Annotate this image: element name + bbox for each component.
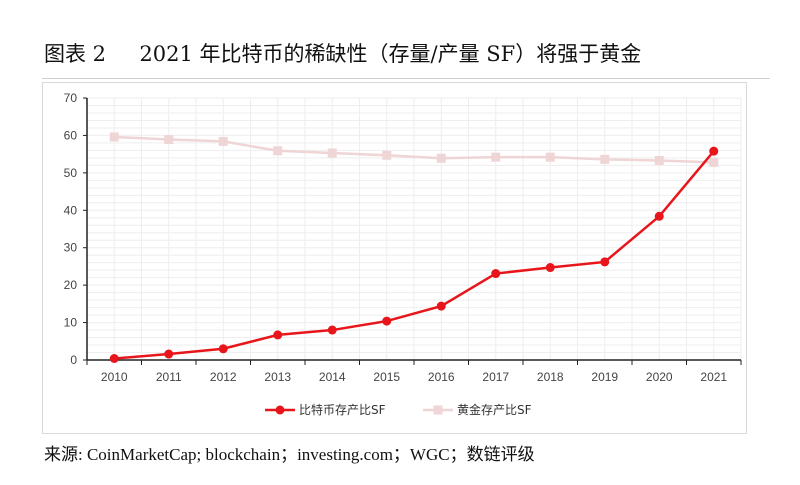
data-point <box>164 349 174 359</box>
series-line-1 <box>114 135 714 164</box>
data-point <box>109 132 119 142</box>
data-point <box>436 153 446 163</box>
data-point <box>545 263 555 273</box>
y-tick-label: 50 <box>64 166 78 180</box>
y-tick-label: 0 <box>70 353 77 367</box>
x-tick-label: 2019 <box>591 370 618 384</box>
legend-label: 比特币存产比SF <box>299 402 386 417</box>
x-tick-label: 2013 <box>264 370 291 384</box>
line-chart: 0 10 20 30 40 50 60 70 2010 2011 2012 2013 2014 2015 2… <box>64 91 742 417</box>
legend-label: 黄金存产比SF <box>457 402 532 417</box>
x-tick-label: 2021 <box>700 370 727 384</box>
y-tick-label: 20 <box>64 278 78 292</box>
x-tick-label: 2015 <box>373 370 400 384</box>
y-tick-label: 70 <box>64 91 78 105</box>
data-point <box>600 257 610 267</box>
y-tick-label: 40 <box>64 203 78 217</box>
x-tick-label: 2014 <box>319 370 346 384</box>
data-point <box>327 325 337 335</box>
data-point <box>273 146 283 156</box>
x-tick-label: 2012 <box>210 370 237 384</box>
chart-container: 0 10 20 30 40 50 60 70 2010 2011 2012 2013 2014 2015 2… <box>42 82 747 434</box>
data-point <box>491 269 501 279</box>
series-line-0 <box>114 150 715 360</box>
data-point <box>382 150 392 160</box>
data-point <box>654 211 664 221</box>
x-tick-label: 2010 <box>101 370 128 384</box>
x-tick-label: 2018 <box>537 370 564 384</box>
data-point <box>382 316 392 326</box>
figure-title: 图表 2 2021 年比特币的稀缺性（存量/产量 SF）将强于黄金 <box>44 42 642 66</box>
data-point <box>218 344 228 354</box>
data-point <box>709 146 719 156</box>
data-point <box>545 152 555 162</box>
data-point <box>109 354 119 364</box>
data-point <box>436 301 446 311</box>
legend-marker <box>275 405 285 415</box>
source-note: 来源: CoinMarketCap; blockchain；investing.… <box>44 445 535 464</box>
data-point <box>164 135 174 145</box>
data-point <box>327 148 337 158</box>
x-tick-label: 2017 <box>482 370 509 384</box>
x-tick-label: 2016 <box>428 370 455 384</box>
data-point <box>709 157 719 167</box>
title-divider <box>42 78 770 79</box>
y-tick-label: 60 <box>64 128 78 142</box>
x-tick-label: 2011 <box>156 370 182 384</box>
data-point <box>600 154 610 164</box>
legend-marker <box>433 405 443 415</box>
y-tick-label: 30 <box>64 241 78 255</box>
data-point <box>491 152 501 162</box>
y-tick-label: 10 <box>64 316 78 330</box>
x-tick-label: 2020 <box>646 370 673 384</box>
data-point <box>273 330 283 340</box>
data-point <box>654 156 664 166</box>
data-point <box>218 136 228 146</box>
